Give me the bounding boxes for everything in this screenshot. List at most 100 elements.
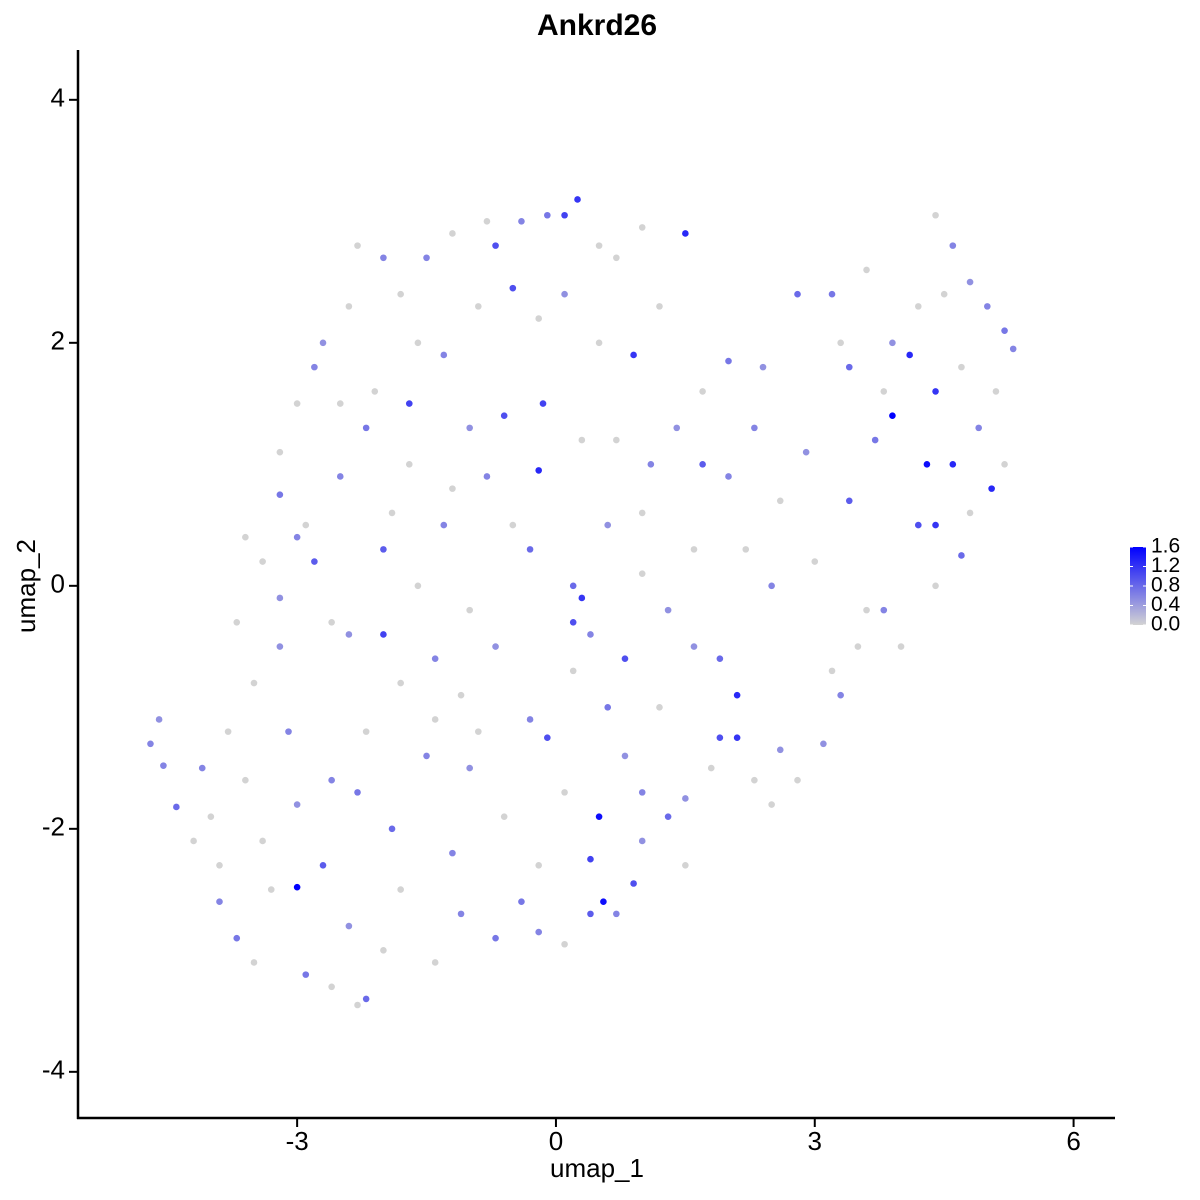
point <box>216 861 223 869</box>
point <box>923 461 931 468</box>
point <box>932 211 939 219</box>
point <box>449 230 456 237</box>
point <box>509 284 517 292</box>
point <box>587 855 594 863</box>
point <box>500 412 508 420</box>
point <box>604 704 612 711</box>
point <box>638 789 646 796</box>
point <box>423 752 430 760</box>
point <box>160 762 167 769</box>
point <box>198 764 206 772</box>
point <box>699 388 706 395</box>
point <box>707 764 715 772</box>
point <box>345 922 353 930</box>
point <box>958 552 965 559</box>
point <box>940 290 948 298</box>
point <box>776 497 784 505</box>
point <box>293 883 301 891</box>
point <box>561 290 568 298</box>
point <box>613 436 620 444</box>
point <box>621 655 629 663</box>
point <box>466 424 473 432</box>
point <box>207 813 215 820</box>
point <box>250 959 258 966</box>
point <box>405 461 413 468</box>
point <box>914 521 922 529</box>
point <box>966 278 974 286</box>
point <box>621 752 629 760</box>
point <box>354 1001 361 1009</box>
point <box>388 825 396 833</box>
point <box>595 242 603 249</box>
point <box>561 211 568 219</box>
point <box>466 606 473 614</box>
point <box>725 357 732 365</box>
point <box>897 643 905 650</box>
point <box>863 606 870 614</box>
point <box>828 290 836 298</box>
point <box>1009 345 1017 353</box>
colorbar-label: 1.2 <box>1151 554 1180 577</box>
point <box>147 740 154 748</box>
point <box>716 734 724 741</box>
points <box>147 196 1017 1009</box>
point <box>595 813 603 820</box>
point <box>380 631 387 638</box>
point <box>613 910 620 918</box>
point <box>561 940 568 948</box>
point <box>431 959 439 966</box>
point <box>578 436 586 444</box>
point <box>992 388 1000 395</box>
point <box>354 789 361 796</box>
point <box>440 351 448 359</box>
point <box>371 388 379 395</box>
point <box>837 339 844 347</box>
point <box>475 728 482 735</box>
point <box>354 242 361 249</box>
point <box>569 582 577 590</box>
point <box>233 934 241 942</box>
point <box>216 898 223 906</box>
point <box>682 230 689 237</box>
point <box>155 716 163 723</box>
point <box>336 400 344 407</box>
point <box>604 521 612 529</box>
point <box>794 776 801 784</box>
point <box>388 509 396 517</box>
point <box>725 473 732 480</box>
point <box>682 861 689 869</box>
point <box>638 224 646 231</box>
point <box>820 740 827 748</box>
point <box>733 691 741 699</box>
point <box>914 303 922 310</box>
point <box>630 351 637 359</box>
point <box>776 746 784 754</box>
point <box>828 667 836 675</box>
point <box>966 509 974 517</box>
point <box>682 795 689 802</box>
point <box>837 691 844 699</box>
point <box>492 242 499 249</box>
point <box>587 631 594 638</box>
point <box>751 424 758 432</box>
point <box>733 734 741 741</box>
colorbar-label: 0.8 <box>1151 574 1180 597</box>
point <box>449 485 456 492</box>
x-tick-label: 0 <box>549 1126 563 1156</box>
point <box>526 546 534 553</box>
point <box>638 837 646 845</box>
point <box>431 716 439 723</box>
point <box>285 728 292 735</box>
point <box>492 643 499 650</box>
point <box>380 947 387 954</box>
point <box>345 303 353 310</box>
point <box>440 521 448 529</box>
point <box>630 880 637 887</box>
point <box>276 643 284 650</box>
point <box>526 716 534 723</box>
point <box>414 582 422 590</box>
point <box>319 339 327 347</box>
point <box>397 679 404 687</box>
point <box>811 558 819 565</box>
